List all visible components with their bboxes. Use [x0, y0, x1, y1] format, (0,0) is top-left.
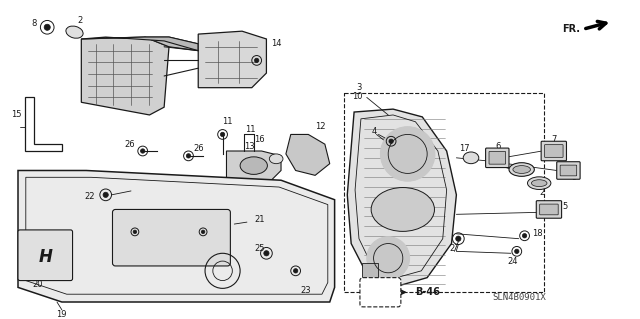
Text: 14: 14: [271, 39, 282, 48]
Text: 2: 2: [77, 16, 83, 25]
Bar: [344, 93, 544, 292]
Text: 26: 26: [193, 144, 204, 152]
Text: B-46: B-46: [415, 287, 440, 297]
Circle shape: [389, 139, 394, 144]
Ellipse shape: [240, 157, 268, 174]
FancyBboxPatch shape: [18, 230, 72, 281]
Ellipse shape: [509, 163, 534, 176]
Text: 8: 8: [31, 19, 36, 28]
Polygon shape: [286, 134, 330, 175]
Polygon shape: [198, 31, 266, 88]
Text: 24: 24: [508, 256, 518, 266]
Text: 6: 6: [495, 142, 501, 151]
FancyBboxPatch shape: [560, 165, 577, 176]
Text: 27: 27: [449, 244, 460, 253]
Circle shape: [380, 127, 435, 181]
Circle shape: [103, 192, 108, 197]
Text: 15: 15: [11, 110, 21, 119]
FancyBboxPatch shape: [113, 210, 230, 266]
Text: 12: 12: [315, 122, 325, 131]
Text: 25: 25: [254, 244, 265, 253]
Text: 17: 17: [459, 144, 470, 152]
Text: 7: 7: [551, 135, 557, 144]
FancyBboxPatch shape: [486, 148, 509, 167]
Circle shape: [264, 251, 269, 256]
Text: 5: 5: [563, 202, 568, 211]
Text: 18: 18: [532, 229, 543, 238]
FancyBboxPatch shape: [545, 145, 563, 157]
Text: 3: 3: [356, 83, 362, 92]
Polygon shape: [145, 37, 198, 51]
FancyBboxPatch shape: [541, 141, 566, 161]
Text: 22: 22: [85, 192, 95, 201]
Polygon shape: [81, 37, 198, 51]
Circle shape: [522, 234, 527, 238]
Text: FR.: FR.: [563, 24, 580, 34]
Polygon shape: [227, 151, 281, 180]
Ellipse shape: [531, 180, 547, 187]
Polygon shape: [362, 263, 378, 278]
Ellipse shape: [269, 154, 283, 164]
Ellipse shape: [66, 26, 83, 38]
Polygon shape: [348, 109, 456, 287]
Circle shape: [133, 230, 137, 234]
Circle shape: [294, 269, 298, 273]
Circle shape: [373, 289, 380, 295]
Text: H: H: [38, 248, 52, 266]
Text: 26: 26: [125, 140, 135, 149]
FancyBboxPatch shape: [540, 204, 558, 215]
Text: 20: 20: [32, 280, 43, 289]
FancyBboxPatch shape: [360, 278, 401, 307]
Circle shape: [515, 249, 519, 254]
Text: 21: 21: [254, 215, 265, 224]
Text: 11: 11: [244, 125, 255, 134]
Text: 13: 13: [244, 142, 255, 151]
Circle shape: [44, 24, 51, 30]
Polygon shape: [18, 170, 335, 302]
Ellipse shape: [527, 177, 551, 189]
Text: 2: 2: [540, 189, 545, 197]
Circle shape: [141, 149, 145, 153]
Text: 10: 10: [352, 92, 362, 101]
Circle shape: [255, 58, 259, 63]
Ellipse shape: [463, 152, 479, 164]
Polygon shape: [81, 37, 169, 115]
Ellipse shape: [513, 166, 531, 174]
Circle shape: [220, 132, 225, 137]
Circle shape: [456, 236, 461, 241]
Text: 4: 4: [372, 127, 377, 136]
Text: 23: 23: [300, 286, 310, 295]
FancyBboxPatch shape: [489, 152, 506, 164]
FancyBboxPatch shape: [536, 201, 562, 218]
Text: 11: 11: [222, 117, 233, 126]
Ellipse shape: [371, 188, 435, 231]
Text: SLN4B0901X: SLN4B0901X: [493, 293, 547, 302]
Circle shape: [367, 237, 410, 279]
Circle shape: [186, 154, 191, 158]
Text: 19: 19: [56, 310, 67, 319]
Text: 16: 16: [254, 135, 265, 144]
FancyBboxPatch shape: [557, 162, 580, 179]
Circle shape: [202, 230, 205, 234]
Text: 9: 9: [572, 173, 577, 182]
